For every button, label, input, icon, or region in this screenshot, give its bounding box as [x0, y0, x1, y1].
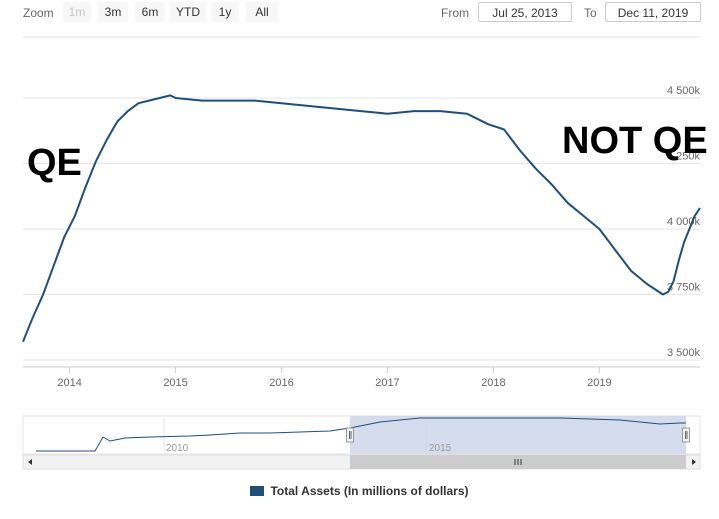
navigator-series-line — [36, 417, 686, 452]
not-qe-annotation: NOT QE — [562, 120, 708, 162]
zoom-ytd-button[interactable]: YTD — [170, 2, 206, 22]
scroll-left-arrow-icon[interactable] — [28, 459, 32, 465]
zoom-1m-button[interactable]: 1m — [63, 2, 91, 22]
grid-lines — [23, 97, 700, 361]
x-tick-label: 2018 — [481, 377, 505, 389]
y-tick-label: 3 500k — [667, 347, 701, 359]
range-selector-toolbar: Zoom 1m 3m 6m YTD 1y All From Jul 25, 20… — [0, 0, 719, 28]
zoom-label: Zoom — [23, 6, 54, 20]
zoom-6m-button[interactable]: 6m — [135, 2, 165, 22]
from-date-input[interactable]: Jul 25, 2013 — [478, 2, 572, 22]
from-label: From — [441, 6, 469, 20]
x-tick-label: 2017 — [375, 377, 399, 389]
y-axis-labels: 3 500k 3 750k 4 000k 4 250k 4 500k — [667, 85, 701, 359]
navigator-selected-range[interactable] — [350, 416, 686, 454]
y-tick-label: 4 500k — [667, 85, 701, 97]
legend-swatch — [250, 486, 265, 496]
x-tick-label: 2019 — [587, 377, 611, 389]
x-tick-label: 2015 — [163, 377, 187, 389]
navigator-left-handle[interactable] — [346, 427, 354, 443]
qe-annotation: QE — [27, 142, 82, 184]
navigator-right-handle[interactable] — [682, 427, 690, 443]
total-assets-line — [22, 94, 701, 343]
scroll-right-arrow-icon[interactable] — [692, 459, 696, 465]
legend-label: Total Assets (In millions of dollars) — [270, 484, 469, 498]
navigator-label-2010: 2010 — [166, 443, 189, 454]
to-label: To — [584, 6, 597, 20]
zoom-1y-button[interactable]: 1y — [211, 2, 239, 22]
navigator-label-2015: 2015 — [429, 443, 452, 454]
y-tick-label: 4 000k — [667, 216, 701, 228]
x-tick-label: 2014 — [57, 377, 81, 389]
y-tick-label: 3 750k — [667, 282, 701, 294]
zoom-all-button[interactable]: All — [246, 2, 278, 22]
x-axis-labels: 2014 2015 2016 2017 2018 2019 — [57, 367, 612, 389]
x-tick-label: 2016 — [269, 377, 293, 389]
legend[interactable]: Total Assets (In millions of dollars) — [0, 484, 719, 498]
zoom-3m-button[interactable]: 3m — [98, 2, 128, 22]
y-tick-label: 4 250k — [667, 151, 701, 163]
navigator: 2010 2015 — [22, 415, 701, 470]
scrollbar-grip-icon — [514, 459, 522, 465]
to-date-input[interactable]: Dec 11, 2019 — [605, 2, 701, 22]
